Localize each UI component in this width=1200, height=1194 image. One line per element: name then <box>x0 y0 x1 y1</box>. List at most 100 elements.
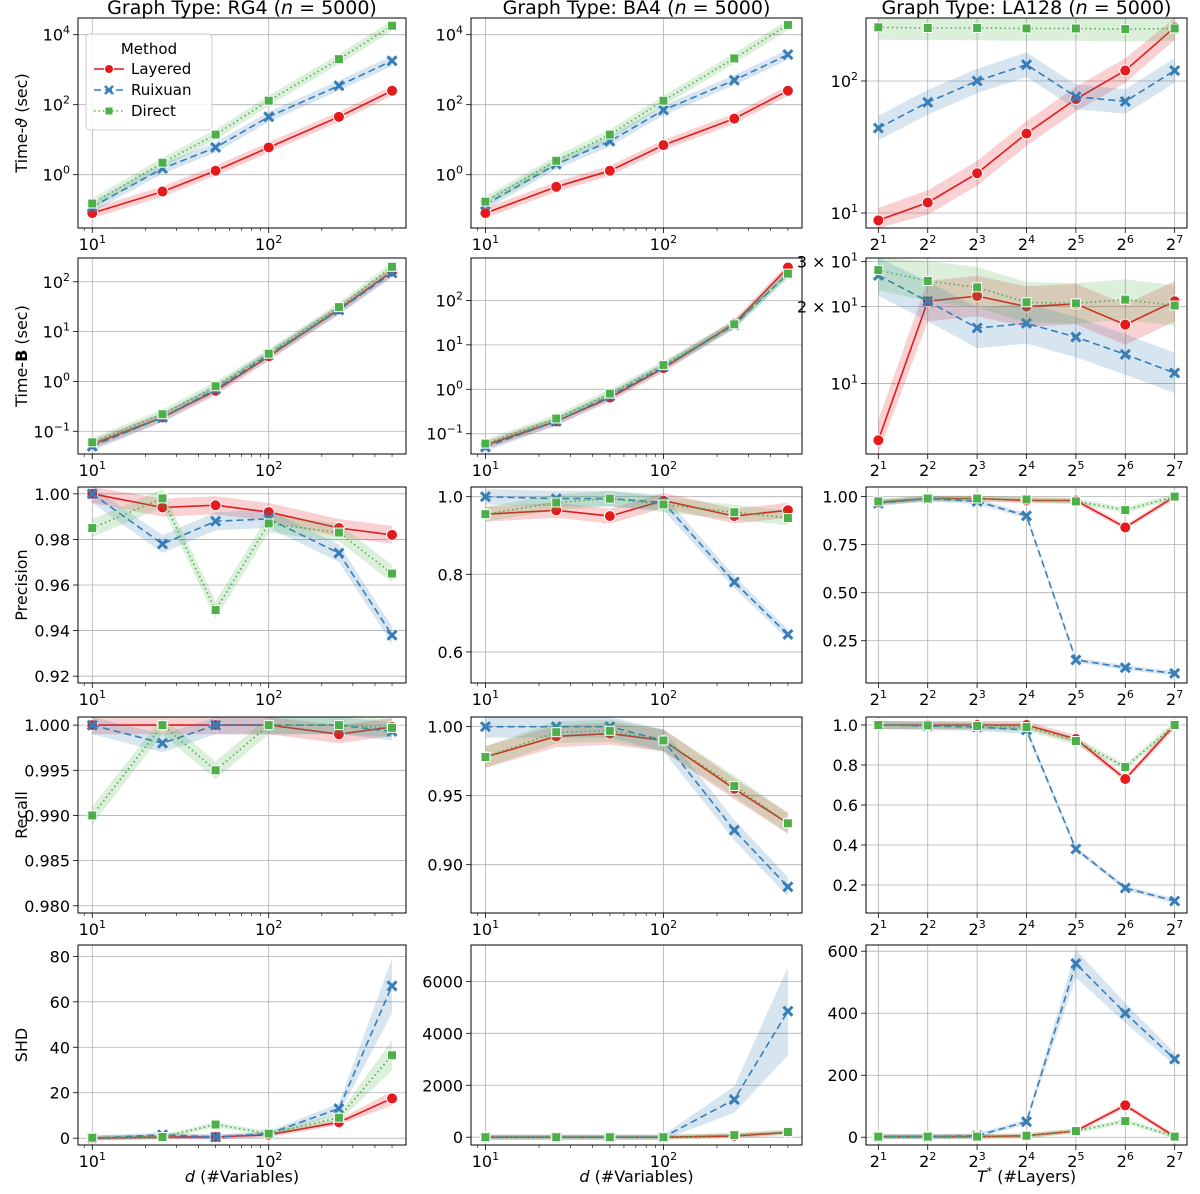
data-point-layered <box>479 207 492 220</box>
data-point-direct <box>1120 762 1131 772</box>
x-tick-label: 24 <box>1018 688 1035 709</box>
data-point-ruixuan <box>86 719 98 731</box>
data-point-direct <box>1070 496 1081 507</box>
plot-area <box>471 717 802 913</box>
data-point-direct <box>604 493 615 504</box>
y-tick-label: 0.50 <box>822 584 858 603</box>
data-point-ruixuan <box>872 122 884 134</box>
data-point-direct <box>1070 23 1081 34</box>
ci-band-ruixuan <box>878 258 1175 394</box>
series-line-direct <box>92 1054 393 1139</box>
data-point-layered <box>1119 64 1132 77</box>
data-point-direct <box>210 381 221 392</box>
y-tick-label: 2 × 101 <box>797 296 858 317</box>
y-tick-label: 1.00 <box>822 488 858 507</box>
x-tick-label: 101 <box>79 688 106 709</box>
y-tick-label: 0.25 <box>822 632 858 651</box>
y-tick-label: 0.990 <box>24 806 70 825</box>
data-point-direct <box>387 1050 398 1061</box>
series-line-layered <box>485 266 789 447</box>
plot-frame <box>77 716 407 914</box>
x-tick-label: 101 <box>79 459 106 480</box>
data-point-direct <box>658 95 669 106</box>
ci-band-direct <box>878 258 1175 326</box>
y-tick-label: 10−1 <box>33 420 70 441</box>
data-point-layered <box>603 164 616 177</box>
x-tick-label: 102 <box>255 459 282 480</box>
data-point-direct <box>551 155 562 166</box>
data-point-direct <box>1169 1131 1180 1142</box>
data-point-ruixuan <box>728 74 740 86</box>
series-line-ruixuan <box>91 272 393 448</box>
ci-band-ruixuan <box>878 52 1175 141</box>
y-tick-label: 0 <box>453 1128 463 1147</box>
y-tick-label: 0.96 <box>34 576 70 595</box>
data-point-layered <box>1119 1099 1132 1112</box>
data-point-ruixuan <box>156 737 169 749</box>
data-point-direct <box>1120 1116 1131 1127</box>
data-point-direct <box>551 497 562 508</box>
data-point-direct <box>1021 23 1032 34</box>
data-point-ruixuan <box>1169 1053 1181 1065</box>
y-tick-label: 101 <box>43 321 70 342</box>
ci-band-ruixuan <box>485 717 788 897</box>
x-tick-label: 21 <box>870 688 887 709</box>
plot-frame <box>470 716 803 914</box>
legend-label-direct: Direct <box>131 102 176 120</box>
x-tick-label: 25 <box>1067 688 1084 709</box>
legend-label-ruixuan: Ruixuan <box>131 81 192 99</box>
series-line-direct <box>485 1131 788 1138</box>
data-point-direct <box>604 1132 615 1143</box>
x-tick-label: 101 <box>472 918 499 939</box>
x-tick-label: 102 <box>255 918 282 939</box>
data-point-direct <box>729 53 740 64</box>
series-line-ruixuan <box>92 985 393 1139</box>
y-tick-label: 102 <box>43 271 70 292</box>
ci-band-layered <box>485 722 788 834</box>
data-point-direct <box>480 196 491 207</box>
ci-band-layered <box>878 1102 1175 1139</box>
y-tick-label: 2000 <box>422 1076 463 1095</box>
x-tick-label: 24 <box>1018 918 1035 939</box>
x-tick-label: 102 <box>650 918 677 939</box>
data-point-direct <box>604 725 615 736</box>
data-point-ruixuan <box>782 881 794 893</box>
series-line-ruixuan <box>485 53 789 206</box>
data-point-ruixuan <box>263 111 275 123</box>
y-tick-label: 0.75 <box>822 536 858 555</box>
y-tick-label: 200 <box>827 1066 858 1085</box>
y-tick-label: 4000 <box>422 1024 463 1043</box>
column-title-2: Graph Type: LA128 (n = 5000) <box>882 0 1172 19</box>
y-tick-label: 40 <box>50 1038 70 1057</box>
legend-marker-ruixuan <box>104 85 114 95</box>
data-point-ruixuan <box>479 491 491 503</box>
data-point-direct <box>263 1128 274 1139</box>
series-line-layered <box>485 732 789 824</box>
y-tick-label: 104 <box>436 24 463 45</box>
data-point-ruixuan <box>971 322 983 334</box>
x-tick-label: 24 <box>1018 459 1035 480</box>
data-point-ruixuan <box>386 55 398 67</box>
y-tick-label: 102 <box>43 94 70 115</box>
y-tick-label: 102 <box>436 94 463 115</box>
y-tick-label: 100 <box>436 378 463 399</box>
data-point-direct <box>1070 736 1081 746</box>
data-point-direct <box>782 1127 793 1138</box>
y-tick-label: 0.92 <box>34 667 70 686</box>
x-tick-label: 26 <box>1117 459 1134 480</box>
data-point-ruixuan <box>657 104 670 116</box>
x-tick-label: 24 <box>1018 233 1035 254</box>
data-point-ruixuan <box>333 80 345 92</box>
x-tick-label: 27 <box>1166 918 1183 939</box>
series-line-layered <box>92 90 393 214</box>
y-tick-label: 1.000 <box>24 716 70 735</box>
data-point-ruixuan <box>1119 95 1131 108</box>
data-point-direct <box>157 720 168 731</box>
data-point-direct <box>263 518 274 529</box>
plot-frame <box>865 716 1188 914</box>
y-tick-label: 102 <box>436 289 463 310</box>
x-tick-label: 25 <box>1067 233 1084 254</box>
data-point-direct <box>922 275 933 286</box>
panel-r2-c1: 101 102 0.6 0.8 1.0 <box>438 486 803 709</box>
